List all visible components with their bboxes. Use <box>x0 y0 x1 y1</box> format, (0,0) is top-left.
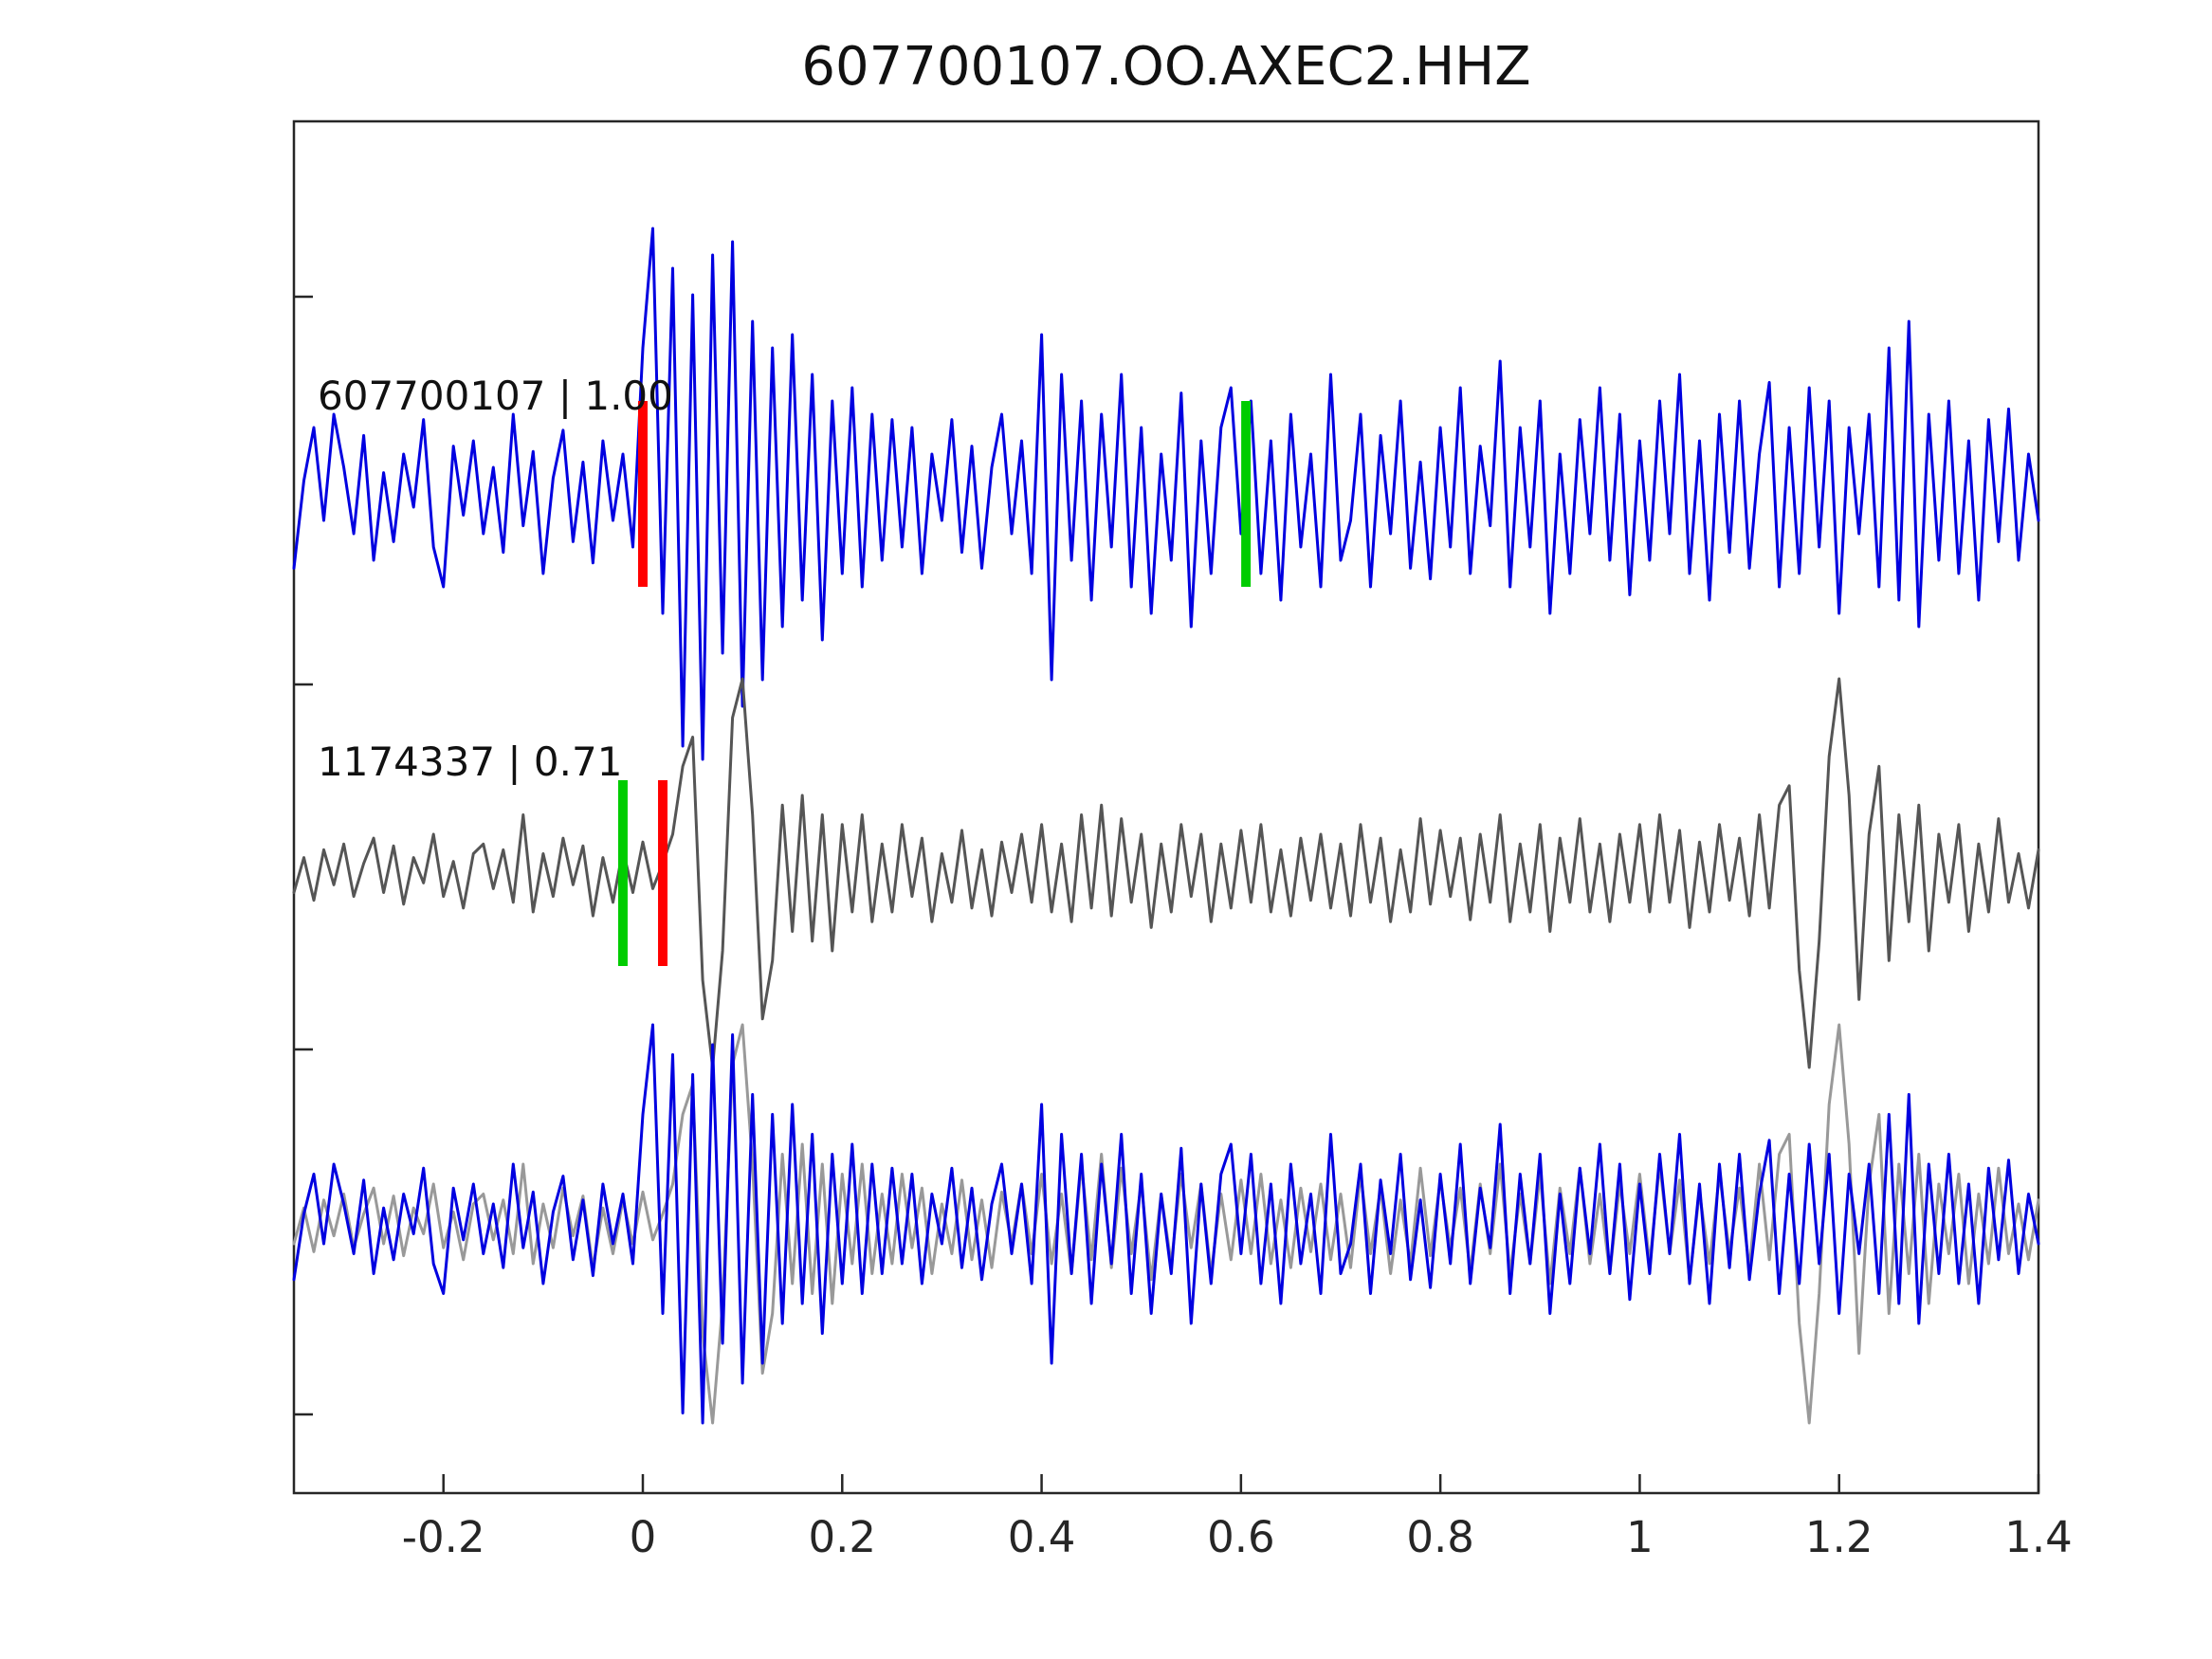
trace-label-template: 1174337 | 0.71 <box>318 738 623 785</box>
x-tick-label: -0.2 <box>402 1512 485 1562</box>
trace-template-template <box>292 677 2040 1069</box>
x-tick-label: 0.2 <box>808 1512 876 1562</box>
x-tick-label: 0.6 <box>1207 1512 1275 1562</box>
figure-title: 607700107.OO.AXEC2.HHZ <box>801 36 1531 98</box>
x-tick-label: 1 <box>1626 1512 1654 1562</box>
x-tick-label: 1.2 <box>1805 1512 1874 1562</box>
trace-overlay-detection <box>292 1023 2040 1425</box>
x-tick-label: 0.4 <box>1008 1512 1076 1562</box>
trace-label-detection: 607700107 | 1.00 <box>318 373 673 419</box>
x-tick-label: 1.4 <box>2004 1512 2073 1562</box>
x-tick-label: 0.8 <box>1406 1512 1474 1562</box>
x-tick-label: 0 <box>630 1512 657 1562</box>
trace-detection-detection <box>292 227 2040 761</box>
plot-frame <box>292 119 2040 1495</box>
